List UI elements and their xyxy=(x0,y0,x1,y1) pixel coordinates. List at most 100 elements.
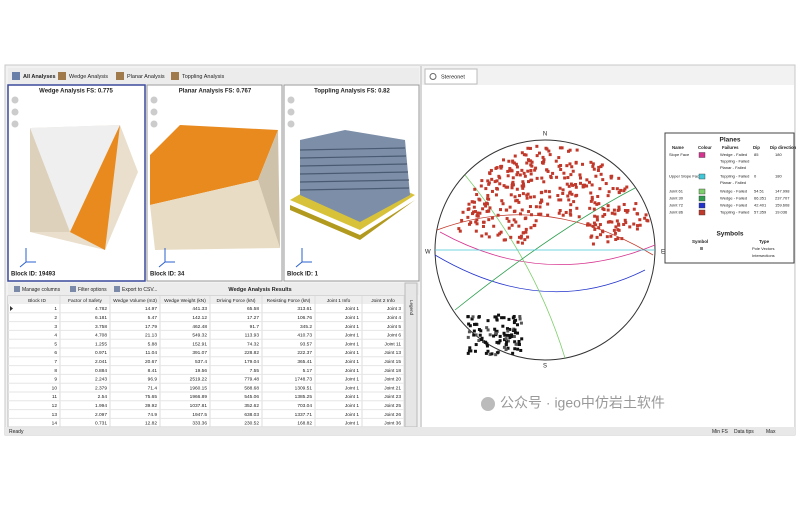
table-cell: 0.884 xyxy=(95,368,107,374)
view-tool[interactable] xyxy=(11,108,19,116)
column-header[interactable]: Factor of Safety xyxy=(68,298,102,304)
column-header[interactable]: Wedge Weight (kN) xyxy=(164,298,206,304)
pole-point xyxy=(620,237,624,241)
pole-point xyxy=(568,208,572,212)
toolbar-button[interactable]: Filter options xyxy=(78,287,107,293)
pole-point xyxy=(601,178,605,182)
pole-point xyxy=(534,166,538,170)
tab-icon xyxy=(116,72,124,80)
pole-point xyxy=(509,193,513,197)
column-header[interactable]: Driving Force (kN) xyxy=(217,298,256,304)
pole-point xyxy=(568,190,572,194)
table-cell: 142.12 xyxy=(192,315,207,321)
status-item[interactable]: Data tips xyxy=(734,429,754,435)
pole-point xyxy=(622,222,626,226)
status-item[interactable]: Min FS xyxy=(712,429,729,435)
view-tool[interactable] xyxy=(287,108,295,116)
pole-point xyxy=(477,328,481,332)
table-cell: 0.731 xyxy=(95,421,107,427)
toolbar-button[interactable]: Manage columns xyxy=(22,287,61,293)
view-tool[interactable] xyxy=(150,108,158,116)
tab-button[interactable]: Planar Analysis xyxy=(127,74,165,80)
toolbar-icon xyxy=(70,286,76,292)
legend-failure: Wedge - Failed xyxy=(720,196,747,201)
column-header[interactable]: Joint 2 Info xyxy=(371,298,395,304)
table-cell: 9 xyxy=(54,377,57,383)
pole-point xyxy=(591,224,595,228)
pole-point xyxy=(478,333,482,337)
pole-point xyxy=(532,195,536,199)
great-circle xyxy=(434,254,646,293)
pole-point xyxy=(596,168,600,172)
pole-point xyxy=(503,333,507,337)
view-tool[interactable] xyxy=(287,96,295,104)
pole-point xyxy=(498,232,502,236)
pole-point xyxy=(521,182,525,186)
table-cell: 2.379 xyxy=(95,385,107,391)
pole-point xyxy=(519,348,523,352)
column-header[interactable]: Block ID xyxy=(28,298,46,304)
pole-point xyxy=(565,164,569,168)
pole-point xyxy=(535,144,539,148)
pole-point xyxy=(515,198,519,202)
pole-point xyxy=(519,321,523,325)
view-tool[interactable] xyxy=(287,120,295,128)
pole-point xyxy=(473,349,477,353)
pole-point xyxy=(569,182,573,186)
pole-point xyxy=(521,192,525,196)
legend-failure: Planar - Failed xyxy=(720,180,746,185)
pole-point xyxy=(500,316,504,320)
tab-button[interactable]: Wedge Analysis xyxy=(69,74,108,80)
tab-button[interactable]: Toppling Analysis xyxy=(182,74,224,80)
pole-point xyxy=(612,208,616,212)
pole-point xyxy=(522,184,526,188)
pole-point xyxy=(517,342,521,346)
pole-point xyxy=(516,171,520,175)
status-item[interactable]: Max xyxy=(766,429,776,435)
pole-point xyxy=(551,171,555,175)
view-tool[interactable] xyxy=(150,96,158,104)
legend-failure: Wedge - Failed xyxy=(720,189,747,194)
pole-point xyxy=(502,331,506,335)
pole-point xyxy=(605,235,609,239)
view-tool[interactable] xyxy=(11,120,19,128)
pole-point xyxy=(517,200,521,204)
pole-point xyxy=(484,204,488,208)
pole-point xyxy=(504,185,508,189)
pole-point xyxy=(466,215,470,219)
toolbar-button[interactable]: Export to CSV... xyxy=(122,287,157,293)
column-header[interactable]: Wedge Volume (m3) xyxy=(113,298,157,304)
pole-point xyxy=(490,177,494,181)
pole-point xyxy=(500,199,504,203)
pole-point xyxy=(613,231,617,235)
tab-label[interactable]: Stereonet xyxy=(441,74,465,80)
pole-point xyxy=(495,166,499,170)
legend-symbol xyxy=(700,247,703,250)
table-cell: 7.55 xyxy=(250,368,260,374)
pole-point xyxy=(606,204,610,208)
table-cell: Joint 36 xyxy=(384,421,401,427)
view-tool[interactable] xyxy=(11,96,19,104)
column-header[interactable]: Resisting Force (kN) xyxy=(267,298,311,304)
pole-point xyxy=(474,322,478,326)
tab-button[interactable]: All Analyses xyxy=(23,74,56,80)
pole-point xyxy=(514,199,518,203)
pole-point xyxy=(589,199,593,203)
pole-point xyxy=(493,315,497,319)
pole-point xyxy=(515,187,519,191)
pole-point xyxy=(578,173,582,177)
legend-title: Planes xyxy=(720,137,741,144)
pole-point xyxy=(485,326,489,330)
pole-point xyxy=(488,352,492,356)
stereonet-tab[interactable] xyxy=(424,68,478,85)
pole-point xyxy=(529,195,533,199)
pole-point xyxy=(556,194,560,198)
pole-point xyxy=(478,211,482,215)
pole-point xyxy=(510,186,514,190)
view-tool[interactable] xyxy=(150,120,158,128)
pole-point xyxy=(498,339,502,343)
pole-point xyxy=(594,223,598,227)
pole-point xyxy=(581,162,585,166)
table-cell: 75.65 xyxy=(145,394,157,400)
column-header[interactable]: Joint 1 Info xyxy=(327,298,351,304)
